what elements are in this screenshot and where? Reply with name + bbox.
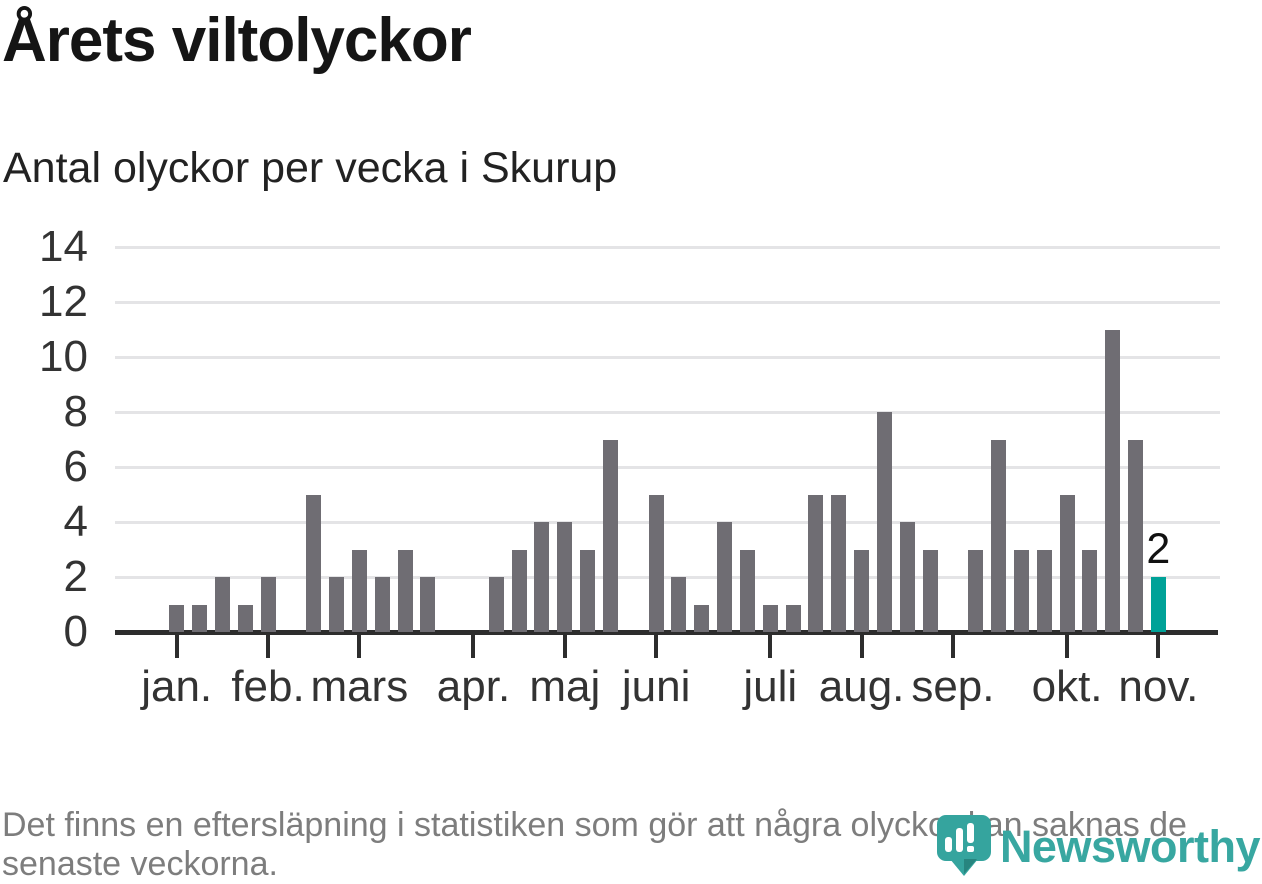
bar-week-30 <box>831 494 847 632</box>
bar-week-7 <box>306 494 322 632</box>
bar-week-24 <box>694 604 710 632</box>
x-axis-month-label: mars <box>310 662 409 711</box>
bar-week-43 <box>1128 439 1144 632</box>
bar-week-9 <box>351 549 367 632</box>
x-axis-month-label: juni <box>621 662 691 711</box>
logo-wordmark: Newsworthy <box>999 821 1261 872</box>
bar-week-25 <box>717 522 733 632</box>
x-axis-month-label: okt. <box>1031 662 1103 711</box>
x-axis-month-label: sep. <box>911 662 995 711</box>
bar-week-29 <box>808 494 824 632</box>
highlight-value-label: 2 <box>1146 525 1171 573</box>
x-axis-tick <box>562 635 567 658</box>
x-axis-month-label: jan. <box>141 662 213 711</box>
bar-week-3 <box>214 577 230 632</box>
x-axis-tick <box>357 635 362 658</box>
y-axis-tick-label: 12 <box>39 277 88 326</box>
bar-week-28 <box>785 604 801 632</box>
newsworthy-bubble-barchart-icon <box>936 815 991 879</box>
y-axis-tick-label: 2 <box>63 552 88 601</box>
x-axis-tick <box>471 635 476 658</box>
x-axis-tick <box>768 635 773 658</box>
bar-week-11 <box>397 549 413 632</box>
footer-note-line: senaste veckorna. <box>2 845 278 883</box>
gridline-y14 <box>115 246 1220 249</box>
y-axis-tick-label: 8 <box>63 387 88 436</box>
x-axis-tick <box>859 635 864 658</box>
bar-week-12 <box>420 577 436 632</box>
x-axis-month-label: feb. <box>231 662 305 711</box>
bar-week-22 <box>648 494 664 632</box>
x-axis-tick <box>1065 635 1070 658</box>
x-axis-tick <box>950 635 955 658</box>
bar-week-15 <box>488 577 504 632</box>
gridline-y12 <box>115 301 1220 304</box>
bar-week-31 <box>854 549 870 632</box>
y-axis-tick-label: 0 <box>63 607 88 656</box>
bar-week-40 <box>1059 494 1075 632</box>
y-axis-tick-label: 10 <box>39 332 88 381</box>
bar-week-42 <box>1105 329 1121 632</box>
bar-week-27 <box>762 604 778 632</box>
y-axis-tick-label: 4 <box>63 497 88 546</box>
bar-week-39 <box>1036 549 1052 632</box>
x-axis-tick <box>266 635 271 658</box>
bar-week-10 <box>374 577 390 632</box>
bar-week-19 <box>580 549 596 632</box>
bar-week-18 <box>557 522 573 632</box>
gridline-y8 <box>115 411 1220 414</box>
gridline-y6 <box>115 466 1220 469</box>
x-axis-tick <box>174 635 179 658</box>
page-title: Årets viltolyckor <box>2 6 472 75</box>
y-axis-tick-label: 14 <box>39 222 88 271</box>
bar-week-20 <box>602 439 618 632</box>
bar-week-5 <box>260 577 276 632</box>
x-axis-tick <box>654 635 659 658</box>
bar-week-23 <box>671 577 687 632</box>
bar-week-38 <box>1013 549 1029 632</box>
x-axis-month-label: juli <box>743 662 798 711</box>
chart-subtitle: Antal olyckor per vecka i Skurup <box>3 144 618 192</box>
x-axis-month-label: apr. <box>436 662 511 711</box>
bar-week-8 <box>329 577 344 632</box>
bar-week-41 <box>1082 549 1098 632</box>
bar-week-1 <box>169 604 185 632</box>
bar-week-34 <box>922 549 938 632</box>
bar-week-37 <box>991 439 1007 632</box>
bar-week-36 <box>968 549 984 632</box>
x-axis-month-label: nov. <box>1118 662 1199 711</box>
bar-week-4 <box>237 604 253 632</box>
bar-week-33 <box>899 522 915 632</box>
x-axis-line <box>115 630 1218 635</box>
bar-week-32 <box>876 412 892 632</box>
y-axis-tick-label: 6 <box>63 442 88 491</box>
bar-week-26 <box>739 549 755 632</box>
gridline-y4 <box>115 521 1220 524</box>
bar-week-2 <box>192 604 208 632</box>
bar-week-44-highlight <box>1150 577 1166 632</box>
gridline-y10 <box>115 356 1220 359</box>
x-axis-tick <box>1156 635 1161 658</box>
bar-week-16 <box>511 549 527 632</box>
newsworthy-logo: Newsworthy <box>936 815 1261 879</box>
x-axis-month-label: maj <box>529 662 601 711</box>
bar-week-17 <box>534 522 550 632</box>
x-axis-month-label: aug. <box>818 662 905 711</box>
gridline-y2 <box>115 576 1220 579</box>
